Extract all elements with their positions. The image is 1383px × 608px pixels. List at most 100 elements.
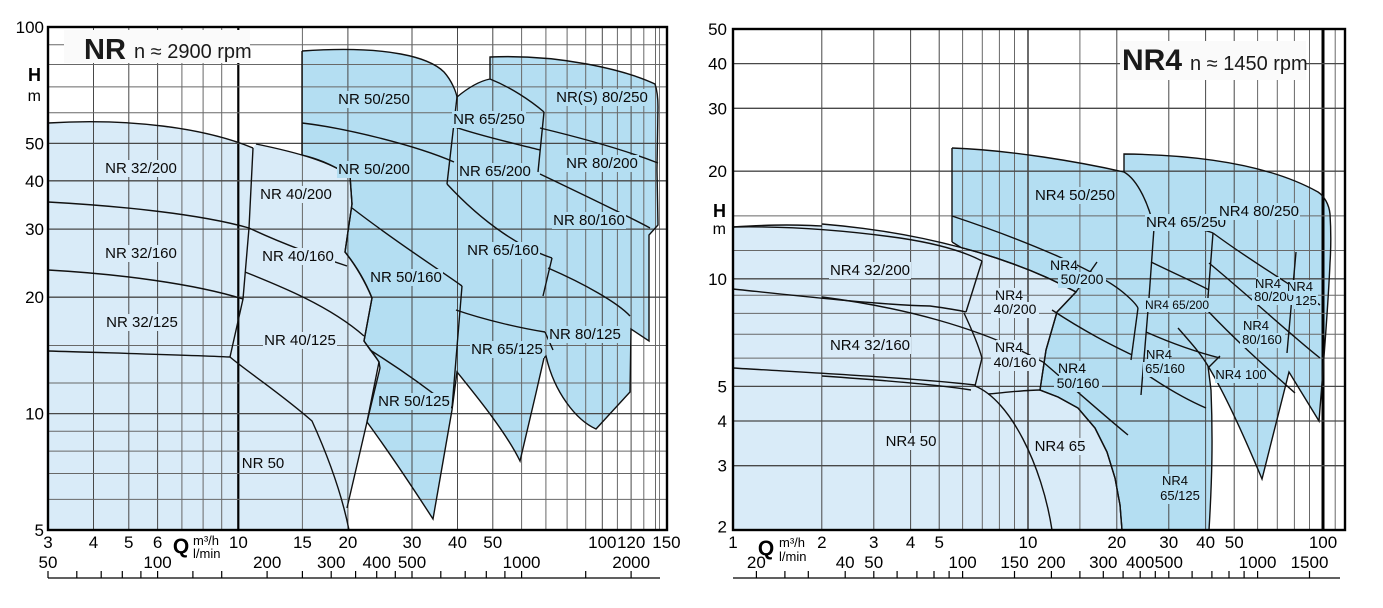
svg-text:NR 50/125: NR 50/125 xyxy=(378,393,450,410)
svg-text:20: 20 xyxy=(338,533,357,552)
svg-text:m: m xyxy=(713,221,726,238)
svg-text:500: 500 xyxy=(398,553,426,572)
svg-text:5: 5 xyxy=(124,533,133,552)
svg-text:NR 32/200: NR 32/200 xyxy=(105,160,177,177)
svg-text:NR 50/250: NR 50/250 xyxy=(338,91,410,108)
svg-text:NR4 50/250: NR4 50/250 xyxy=(1035,187,1115,204)
svg-text:n ≈ 2900 rpm: n ≈ 2900 rpm xyxy=(134,41,252,63)
svg-text:NR 65/160: NR 65/160 xyxy=(467,242,539,259)
svg-text:NR 65/250: NR 65/250 xyxy=(453,111,525,128)
svg-text:NR4 32/200: NR4 32/200 xyxy=(830,262,910,279)
svg-text:100: 100 xyxy=(143,553,171,572)
svg-text:m³/h: m³/h xyxy=(193,533,219,548)
svg-text:30: 30 xyxy=(1159,533,1178,552)
svg-text:65/160: 65/160 xyxy=(1145,361,1185,376)
svg-text:NR 65/200: NR 65/200 xyxy=(459,163,531,180)
svg-text:200: 200 xyxy=(1037,553,1065,572)
svg-text:125: 125 xyxy=(1295,293,1317,308)
svg-text:20: 20 xyxy=(747,553,766,572)
svg-text:80/160: 80/160 xyxy=(1242,332,1282,347)
svg-text:4: 4 xyxy=(718,412,727,431)
svg-text:15: 15 xyxy=(293,533,312,552)
svg-text:NR4: NR4 xyxy=(1287,279,1313,294)
svg-text:NR(S) 80/250: NR(S) 80/250 xyxy=(556,89,648,106)
svg-text:NR4 32/160: NR4 32/160 xyxy=(830,337,910,354)
svg-text:NR4 100: NR4 100 xyxy=(1215,367,1266,382)
svg-text:5: 5 xyxy=(718,377,727,396)
svg-text:NR4: NR4 xyxy=(995,287,1023,303)
svg-text:10: 10 xyxy=(708,270,727,289)
svg-text:100: 100 xyxy=(588,533,616,552)
svg-text:NR 50: NR 50 xyxy=(242,455,285,472)
svg-text:NR 50/160: NR 50/160 xyxy=(370,269,442,286)
svg-text:10: 10 xyxy=(229,533,248,552)
svg-text:5: 5 xyxy=(934,533,943,552)
svg-text:1000: 1000 xyxy=(503,553,541,572)
svg-text:H: H xyxy=(713,201,726,221)
svg-text:300: 300 xyxy=(1089,553,1117,572)
svg-text:NR4: NR4 xyxy=(1243,318,1269,333)
svg-text:400: 400 xyxy=(1126,553,1154,572)
svg-text:50: 50 xyxy=(483,533,502,552)
svg-text:NR: NR xyxy=(84,34,126,66)
svg-text:NR4: NR4 xyxy=(1058,360,1086,376)
svg-text:4: 4 xyxy=(89,533,98,552)
svg-text:6: 6 xyxy=(153,533,162,552)
svg-text:40: 40 xyxy=(1196,533,1215,552)
svg-text:NR 32/160: NR 32/160 xyxy=(105,245,177,262)
svg-text:50: 50 xyxy=(708,20,727,39)
svg-text:NR4 80/250: NR4 80/250 xyxy=(1219,203,1299,220)
svg-text:NR 40/160: NR 40/160 xyxy=(262,248,334,265)
svg-text:2000: 2000 xyxy=(612,553,650,572)
svg-text:l/min: l/min xyxy=(193,546,220,561)
svg-text:50: 50 xyxy=(1225,533,1244,552)
svg-text:20: 20 xyxy=(708,162,727,181)
svg-text:NR 32/125: NR 32/125 xyxy=(106,314,178,331)
svg-text:H: H xyxy=(28,65,41,85)
svg-text:NR4: NR4 xyxy=(1146,347,1172,362)
svg-text:3: 3 xyxy=(869,533,878,552)
svg-text:NR4 65: NR4 65 xyxy=(1035,438,1086,455)
svg-text:80/200: 80/200 xyxy=(1254,289,1294,304)
svg-text:40/160: 40/160 xyxy=(994,354,1037,370)
svg-text:NR4: NR4 xyxy=(1255,276,1281,291)
svg-text:NR 80/200: NR 80/200 xyxy=(566,155,638,172)
svg-text:NR 80/125: NR 80/125 xyxy=(549,326,621,343)
svg-text:2: 2 xyxy=(817,533,826,552)
svg-text:NR 50/200: NR 50/200 xyxy=(338,161,410,178)
svg-text:50/160: 50/160 xyxy=(1057,375,1100,391)
svg-text:100: 100 xyxy=(948,553,976,572)
svg-text:4: 4 xyxy=(906,533,915,552)
svg-text:NR4 65/250: NR4 65/250 xyxy=(1146,214,1226,231)
svg-text:150: 150 xyxy=(652,533,680,552)
svg-text:NR4: NR4 xyxy=(1122,44,1182,77)
svg-text:30: 30 xyxy=(708,99,727,118)
svg-text:100: 100 xyxy=(16,18,44,37)
svg-text:NR4 50: NR4 50 xyxy=(886,433,937,450)
svg-text:30: 30 xyxy=(25,220,44,239)
svg-text:1000: 1000 xyxy=(1239,553,1277,572)
svg-text:50: 50 xyxy=(25,134,44,153)
svg-text:120: 120 xyxy=(617,533,645,552)
svg-text:50/200: 50/200 xyxy=(1061,271,1104,287)
svg-text:65/125: 65/125 xyxy=(1160,488,1200,503)
svg-text:2: 2 xyxy=(718,518,727,537)
svg-text:NR 40/200: NR 40/200 xyxy=(260,186,332,203)
svg-text:40: 40 xyxy=(836,553,855,572)
svg-text:40: 40 xyxy=(708,55,727,74)
svg-text:100: 100 xyxy=(1309,533,1337,552)
svg-text:50: 50 xyxy=(39,553,58,572)
svg-text:n ≈ 1450 rpm: n ≈ 1450 rpm xyxy=(1190,53,1308,75)
svg-text:40: 40 xyxy=(25,172,44,191)
svg-text:150: 150 xyxy=(1000,553,1028,572)
svg-text:NR4: NR4 xyxy=(1050,257,1078,273)
svg-text:Q: Q xyxy=(758,537,774,560)
svg-text:NR4: NR4 xyxy=(1162,473,1188,488)
svg-text:NR 40/125: NR 40/125 xyxy=(264,332,336,349)
svg-text:500: 500 xyxy=(1155,553,1183,572)
svg-text:NR4: NR4 xyxy=(995,339,1023,355)
svg-text:1500: 1500 xyxy=(1291,553,1329,572)
svg-text:300: 300 xyxy=(317,553,345,572)
svg-text:5: 5 xyxy=(35,521,44,540)
svg-text:200: 200 xyxy=(253,553,281,572)
